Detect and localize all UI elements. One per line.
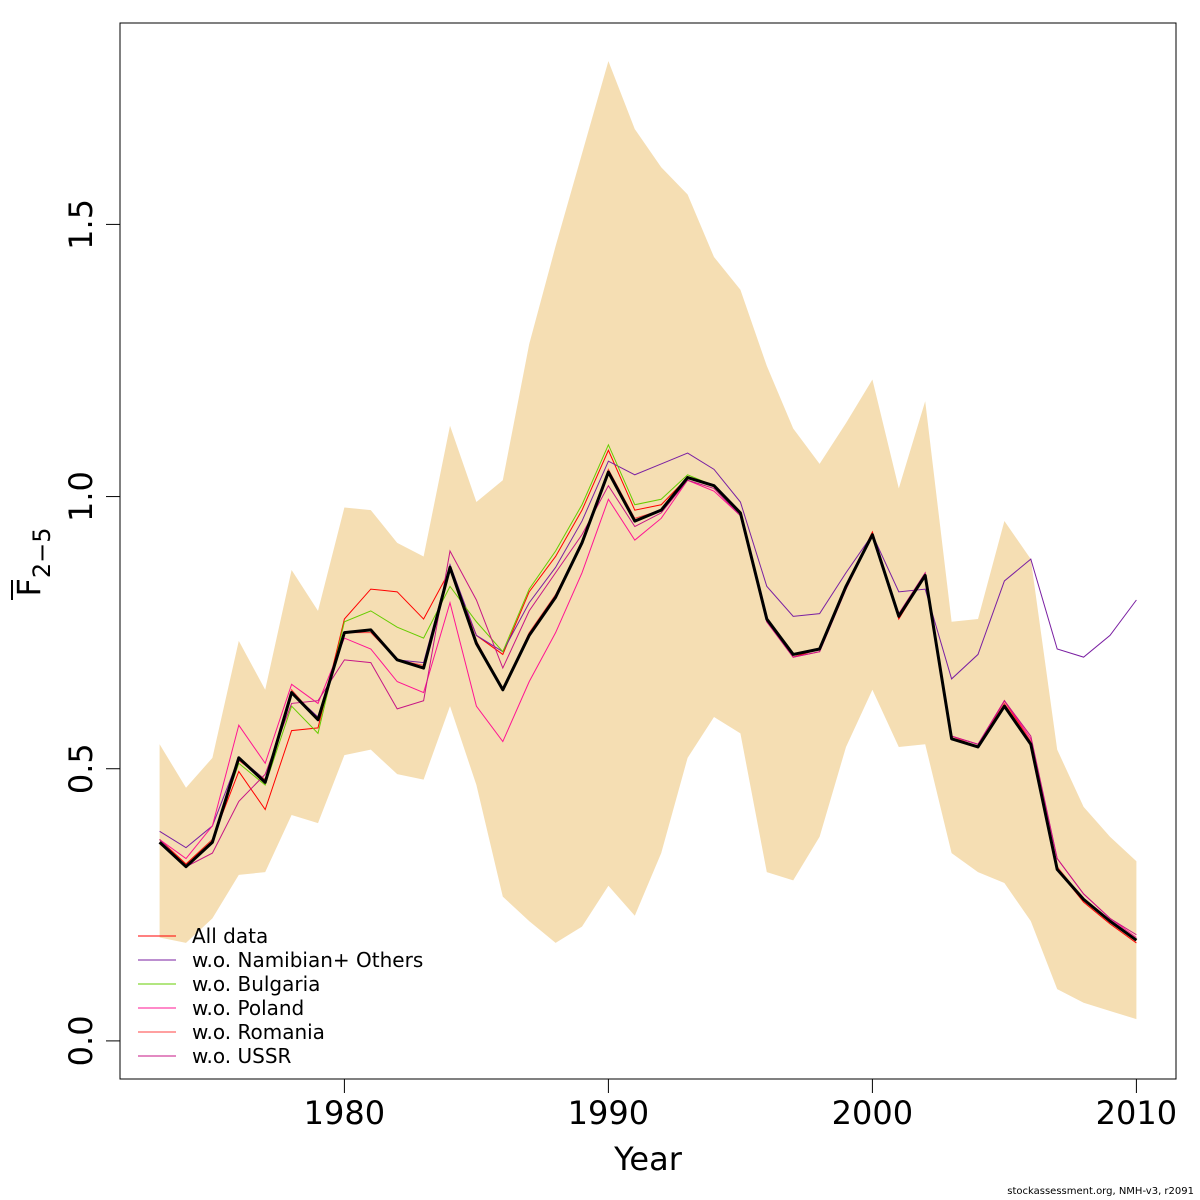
series-line-w-o-ussr	[159, 479, 1137, 936]
y-axis-title: F2−5	[10, 527, 56, 600]
svg-text:F2−5: F2−5	[10, 527, 56, 596]
x-tick-label: 1980	[304, 1094, 385, 1132]
x-axis: 1980 1990 2000 2010	[304, 1079, 1177, 1132]
x-tick-label: 2010	[1096, 1094, 1177, 1132]
legend-label: w.o. Bulgaria	[192, 972, 320, 996]
y-tick-label: 0.0	[62, 1015, 100, 1066]
legend-label: All data	[192, 924, 268, 948]
x-tick-label: 2000	[832, 1094, 913, 1132]
confidence-band-layer	[159, 61, 1137, 1020]
y-axis-title-main: F	[10, 578, 48, 596]
legend-label: w.o. Romania	[192, 1020, 325, 1044]
x-axis-title: Year	[613, 1140, 683, 1178]
series-layer	[158, 443, 1138, 944]
series-line-main-estimate	[158, 470, 1138, 942]
y-axis: 0.0 0.5 1.0 1.5	[62, 199, 120, 1066]
y-tick-label: 1.5	[62, 199, 100, 250]
legend-label: w.o. USSR	[192, 1044, 292, 1068]
footer-credit: stockassessment.org, NMH-v3, r2091	[1007, 1186, 1194, 1197]
y-axis-title-subscript: 2−5	[28, 527, 56, 578]
y-tick-label: 0.5	[62, 743, 100, 794]
confidence-band	[159, 61, 1137, 1020]
y-tick-label: 1.0	[62, 471, 100, 522]
legend-label: w.o. Namibian+ Others	[192, 948, 423, 972]
x-tick-label: 1990	[568, 1094, 649, 1132]
plot-frame	[119, 22, 1177, 1080]
legend-label: w.o. Poland	[192, 996, 304, 1020]
